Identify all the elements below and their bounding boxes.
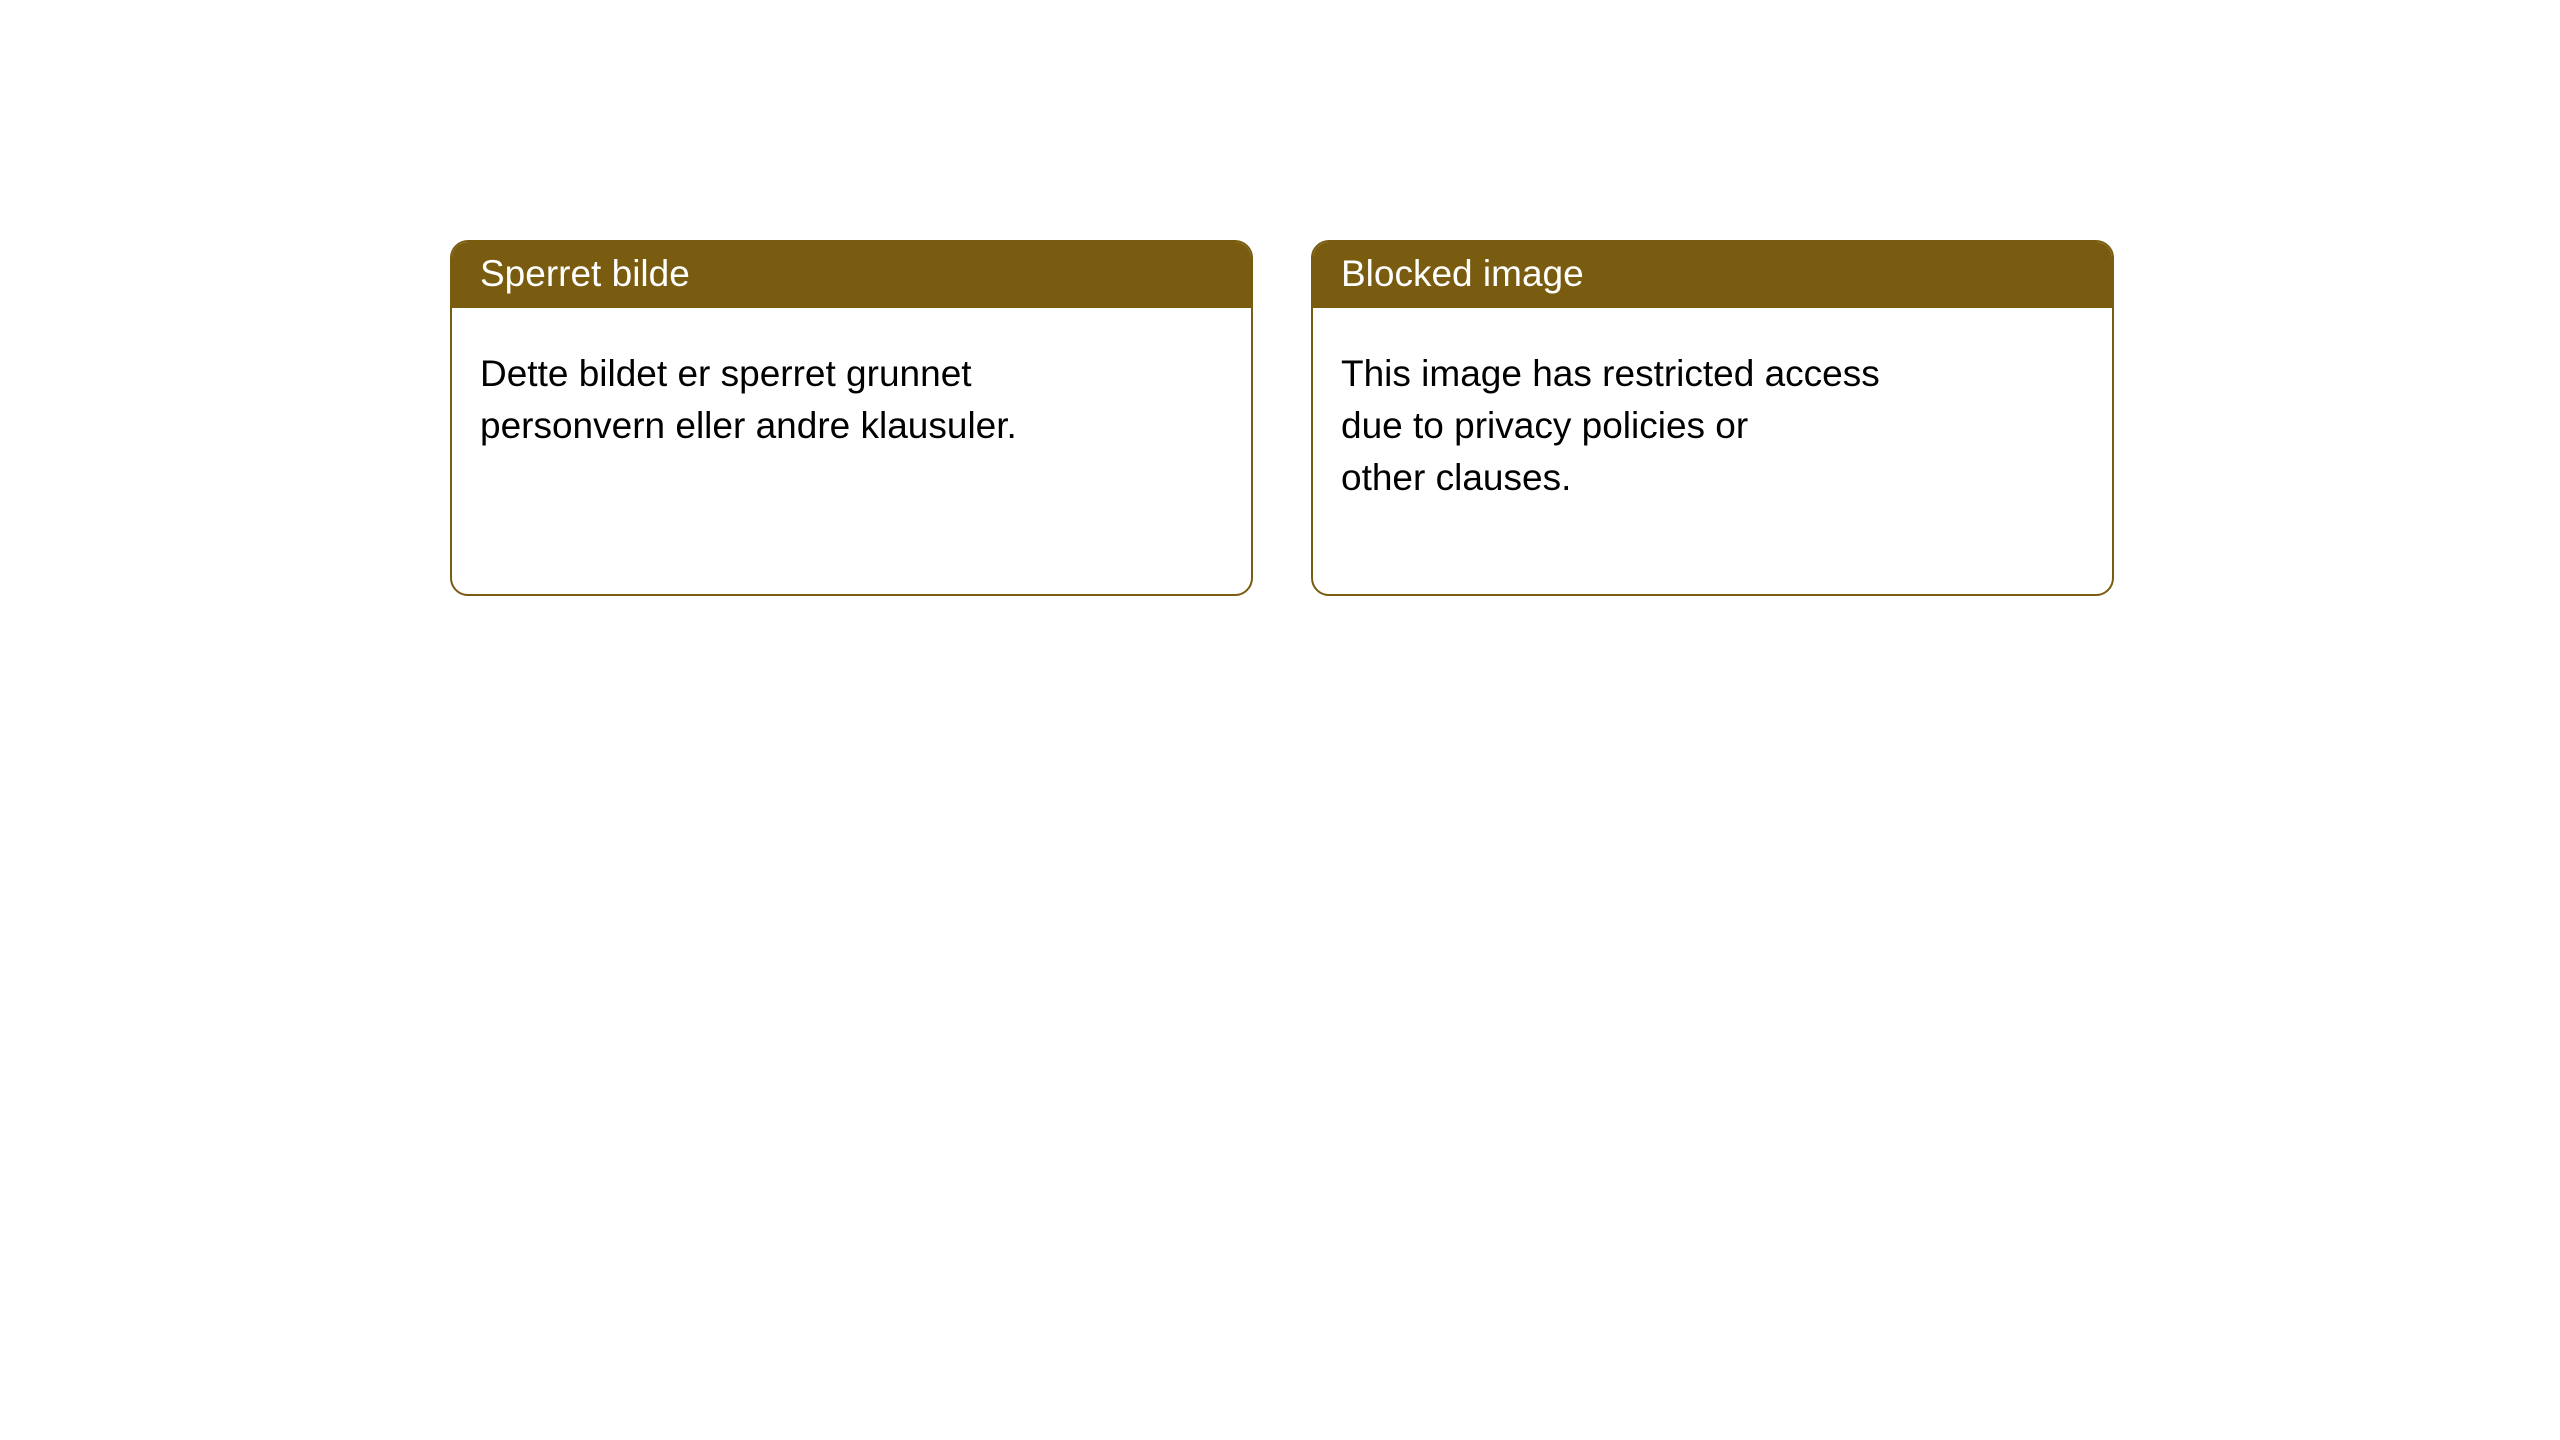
notice-header-english: Blocked image xyxy=(1313,242,2112,308)
notice-body-norwegian: Dette bildet er sperret grunnet personve… xyxy=(452,308,1251,542)
notice-card-english: Blocked image This image has restricted … xyxy=(1311,240,2114,596)
notice-card-norwegian: Sperret bilde Dette bildet er sperret gr… xyxy=(450,240,1253,596)
notice-header-norwegian: Sperret bilde xyxy=(452,242,1251,308)
notice-body-english: This image has restricted access due to … xyxy=(1313,308,2112,593)
notice-cards-container: Sperret bilde Dette bildet er sperret gr… xyxy=(450,240,2560,596)
